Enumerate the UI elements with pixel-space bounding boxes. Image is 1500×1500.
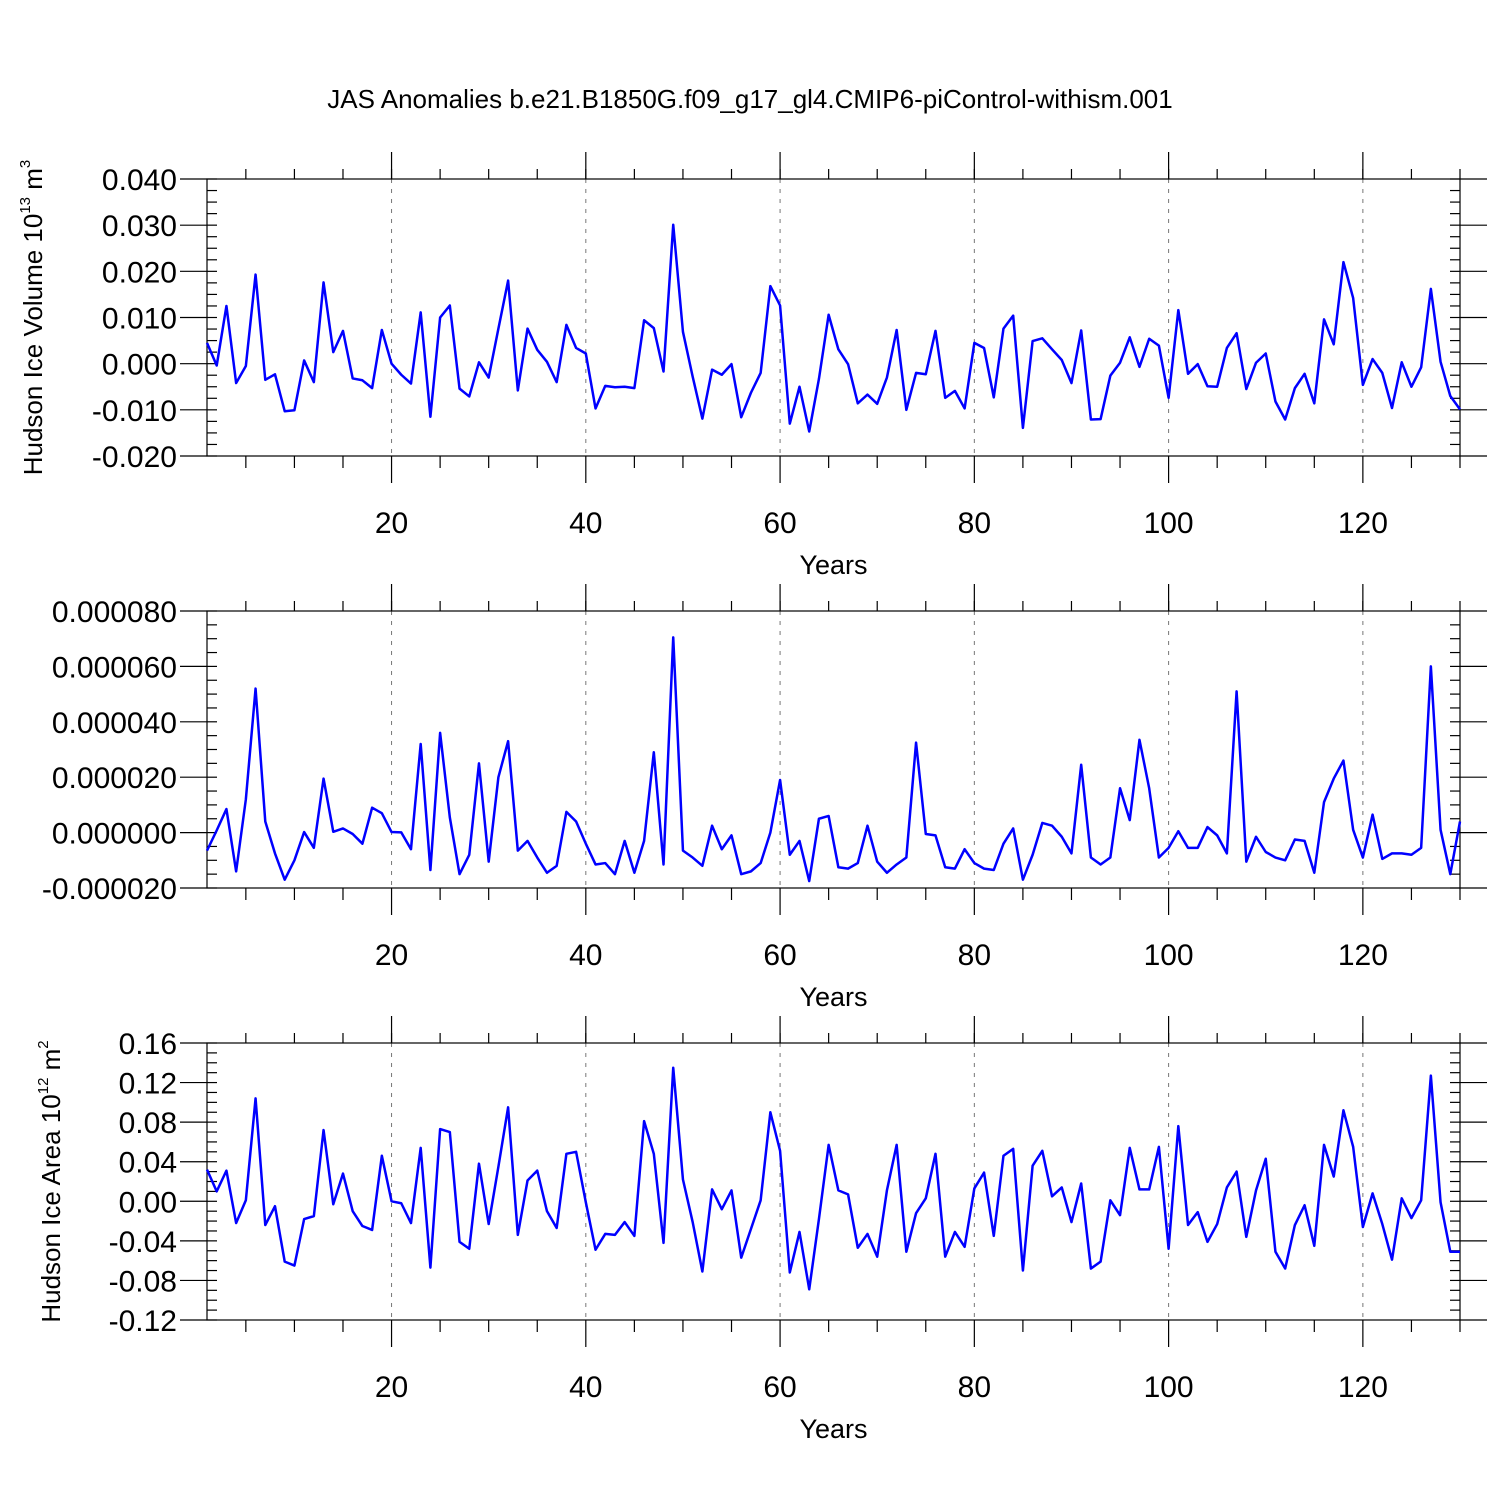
panels: 0.040 0.030 0.020 0.010 0.000 -0.010 -0.020 20 4… (17, 152, 1487, 1444)
y-tick-label: 0.030 (102, 210, 177, 243)
x-axis-title: Years (799, 1414, 867, 1444)
x-tick-label: 40 (569, 939, 602, 972)
y-tick-label: 0.040 (102, 164, 177, 197)
x-tick-label: 20 (375, 1371, 408, 1404)
x-tick-label: 80 (958, 939, 991, 972)
x-axis-title: Years (799, 982, 867, 1012)
panel-1: 0.040 0.030 0.020 0.010 0.000 -0.010 -0.020 20 4… (17, 152, 1487, 580)
y-tick-label: 0.000020 (52, 762, 177, 795)
y-tick-label: 0.000080 (52, 596, 177, 629)
x-tick-label: 100 (1144, 507, 1194, 540)
chart-title: JAS Anomalies b.e21.B1850G.f09_g17_gl4.C… (327, 84, 1172, 114)
x-tick-label: 20 (375, 939, 408, 972)
x-tick-label: 60 (763, 939, 796, 972)
panel-3: 0.16 0.12 0.08 0.04 0.00 -0.04 -0.08 -0.12 20 40 6… (35, 1016, 1487, 1444)
x-tick-label: 80 (958, 1371, 991, 1404)
x-tick-label: 20 (375, 507, 408, 540)
y-tick-label: 0.000040 (52, 707, 177, 740)
series-line-1 (205, 1066, 1460, 1291)
x-tick-label: 60 (763, 1371, 796, 1404)
y-axis-title: Hudson Ice Area 1012 m2 (35, 1040, 66, 1322)
y-tick-label: 0.000060 (52, 651, 177, 684)
y-tick-label: -0.020 (92, 441, 177, 474)
y-tick-label: 0.00 (119, 1186, 177, 1219)
y-tick-label: 0.000000 (52, 818, 177, 851)
y-tick-label: 0.16 (119, 1028, 177, 1061)
x-tick-label: 100 (1144, 939, 1194, 972)
y-tick-label: -0.010 (92, 395, 177, 428)
panel-2: 0.000080 0.000060 0.000040 0.000020 0.000000… (42, 584, 1487, 1012)
series-line-1 (205, 636, 1462, 883)
y-tick-label: -0.000020 (42, 873, 177, 906)
x-tick-label: 60 (763, 507, 796, 540)
x-tick-label: 100 (1144, 1371, 1194, 1404)
x-tick-label: 80 (958, 507, 991, 540)
y-tick-label: 0.000 (102, 349, 177, 382)
x-axis-title: Years (799, 550, 867, 580)
y-tick-label: -0.04 (109, 1226, 177, 1259)
x-tick-label: 120 (1338, 939, 1388, 972)
y-tick-label: 0.04 (119, 1147, 177, 1180)
y-tick-label: -0.12 (109, 1305, 177, 1338)
y-tick-label: 0.12 (119, 1068, 177, 1101)
x-tick-label: 120 (1338, 507, 1388, 540)
y-axis-title: Hudson Ice Volume 1013 m3 (17, 160, 48, 476)
x-tick-label: 40 (569, 507, 602, 540)
y-tick-label: 0.010 (102, 303, 177, 336)
x-tick-label: 120 (1338, 1371, 1388, 1404)
y-tick-label: 0.08 (119, 1107, 177, 1140)
y-tick-label: 0.020 (102, 256, 177, 289)
series-line-1 (205, 223, 1462, 433)
y-tick-label: -0.08 (109, 1265, 177, 1298)
x-tick-label: 40 (569, 1371, 602, 1404)
